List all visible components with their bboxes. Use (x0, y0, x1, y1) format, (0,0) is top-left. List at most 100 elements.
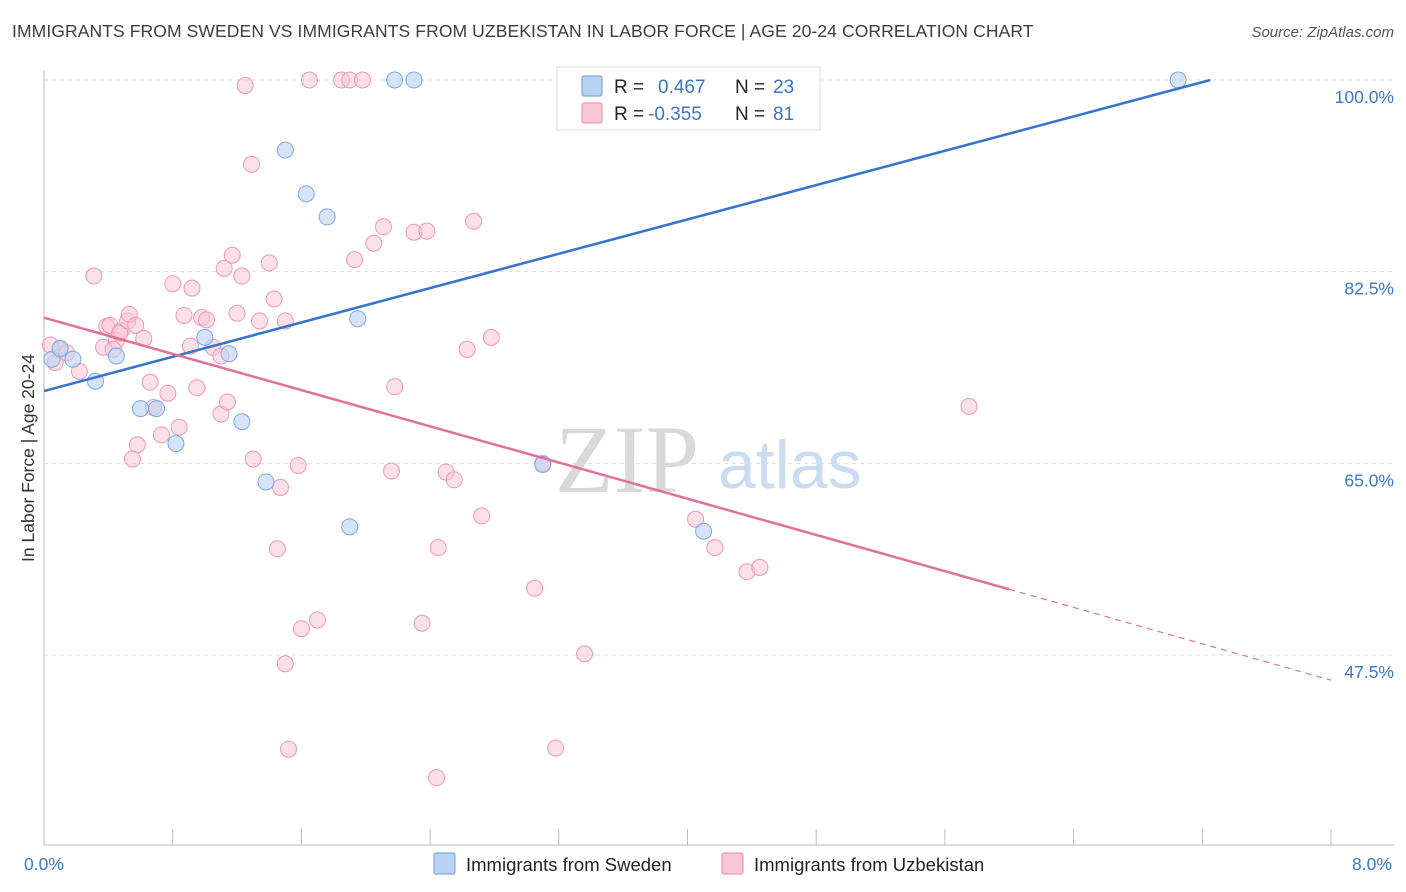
uzbekistan-point (292, 620, 310, 638)
uzbekistan-point (374, 218, 392, 236)
uzbekistan-point (251, 312, 269, 330)
uzbekistan-point (289, 457, 307, 475)
uzbekistan-point (265, 290, 283, 308)
uzbekistan-point (382, 462, 400, 480)
uzbekistan-point (215, 259, 233, 277)
uzbekistan-point (547, 739, 565, 757)
uzbekistan-point (218, 393, 236, 411)
uzbekistan-point (482, 328, 500, 346)
uzbekistan-point (413, 614, 431, 632)
uzbekistan-point (260, 254, 278, 272)
uzbekistan-point (128, 436, 146, 454)
series-legend-sweden-swatch (433, 852, 456, 875)
uzbekistan-point (354, 71, 372, 89)
uzbekistan-point (141, 373, 159, 391)
series-legend-sweden-label: Immigrants from Sweden (466, 854, 672, 875)
uzbekistan-point (526, 579, 544, 597)
y-tick-label: 82.5% (1344, 279, 1394, 299)
sweden-point (196, 328, 214, 346)
sweden-point (148, 400, 166, 418)
uzbekistan-point (706, 539, 724, 557)
uzbekistan-point (175, 306, 193, 324)
sweden-point (257, 473, 275, 491)
sweden-point (297, 185, 315, 203)
sweden-point (132, 400, 150, 418)
uzbekistan-point (418, 222, 436, 240)
y-tick-label: 100.0% (1335, 87, 1394, 107)
legend-sweden-n-value: 23 (773, 77, 794, 98)
uzbekistan-point (445, 471, 463, 489)
uzbekistan-point (183, 279, 201, 297)
sweden-point (233, 413, 251, 431)
series-legend-uzbekistan-swatch (721, 852, 744, 875)
legend-uzbekistan-n-label: N = (735, 104, 765, 125)
legend-uzbekistan-swatch (581, 102, 603, 124)
sweden-point (695, 522, 713, 540)
legend-sweden-r-label: R = (614, 77, 644, 98)
sweden-point (349, 310, 367, 328)
uzbekistan-point (197, 311, 215, 329)
sweden-point (276, 141, 294, 159)
uzbekistan-point (236, 76, 254, 94)
uzbekistan-point (170, 418, 188, 436)
sweden-trend-line (43, 78, 1211, 393)
sweden-point (405, 71, 423, 89)
uzbekistan-point (164, 275, 182, 293)
y-tick-label: 47.5% (1344, 662, 1394, 682)
sweden-point (318, 208, 336, 226)
legend-uzbekistan-r-label: R = (614, 104, 644, 125)
uzbekistan-point (429, 539, 447, 557)
legend-sweden-r-value: 0.467 (658, 77, 706, 98)
uzbekistan-point (223, 246, 241, 264)
uzbekistan-point (188, 379, 206, 397)
sweden-point (167, 435, 185, 453)
uzbekistan-point (244, 450, 262, 468)
chart-title: IMMIGRANTS FROM SWEDEN VS IMMIGRANTS FRO… (12, 21, 1034, 41)
uzbekistan-point (386, 378, 404, 396)
uzbekistan-point (85, 267, 103, 285)
sweden-point (386, 71, 404, 89)
uzbekistan-point (123, 450, 141, 468)
x-tick-label-max: 8.0% (1352, 854, 1392, 874)
uzbekistan-point (576, 645, 594, 663)
trend-lines (43, 78, 1332, 681)
uzbekistan-point (276, 655, 294, 673)
legend-uzbekistan-r-value: -0.355 (648, 104, 702, 125)
legend-sweden-n-label: N = (735, 77, 765, 98)
x-tick-label-min: 0.0% (24, 854, 64, 874)
y-axis-tick-labels: 47.5% 65.0% 82.5% 100.0% (1335, 87, 1394, 682)
sweden-points (43, 71, 1187, 540)
uzbekistan-point (300, 71, 318, 89)
x-axis-ticks (43, 829, 1332, 845)
uzbekistan-point (365, 234, 383, 252)
sweden-point (341, 518, 359, 536)
uzbekistan-point (458, 340, 476, 358)
uzbekistan-point (152, 426, 170, 444)
uzbekistan-point (687, 510, 705, 528)
series-legend-uzbekistan-label: Immigrants from Uzbekistan (754, 854, 984, 875)
series-legend: Immigrants from Sweden Immigrants from U… (433, 852, 984, 875)
uzbekistan-point (159, 384, 177, 402)
uzbekistan-point (233, 267, 251, 285)
y-tick-label: 65.0% (1344, 470, 1394, 490)
uzbekistan-point (465, 212, 483, 230)
uzbekistan-point (280, 740, 298, 758)
uzbekistan-point (960, 397, 978, 415)
uzbekistan-point (228, 304, 246, 322)
uzbekistan-trend-line (43, 316, 1010, 591)
uzbekistan-point (428, 769, 446, 787)
uzbekistan-point (751, 558, 769, 576)
sweden-point (534, 455, 552, 473)
sweden-point (64, 350, 82, 368)
sweden-point (107, 347, 125, 365)
uzbekistan-trend-extension (1009, 588, 1332, 681)
legend-sweden-swatch (581, 75, 603, 97)
watermark-atlas: atlas (718, 427, 862, 503)
sweden-point (220, 345, 238, 363)
uzbekistan-point (473, 507, 491, 525)
uzbekistan-point (308, 611, 326, 629)
uzbekistan-point (345, 251, 363, 269)
uzbekistan-point (243, 155, 261, 173)
sweden-point (1169, 71, 1187, 89)
